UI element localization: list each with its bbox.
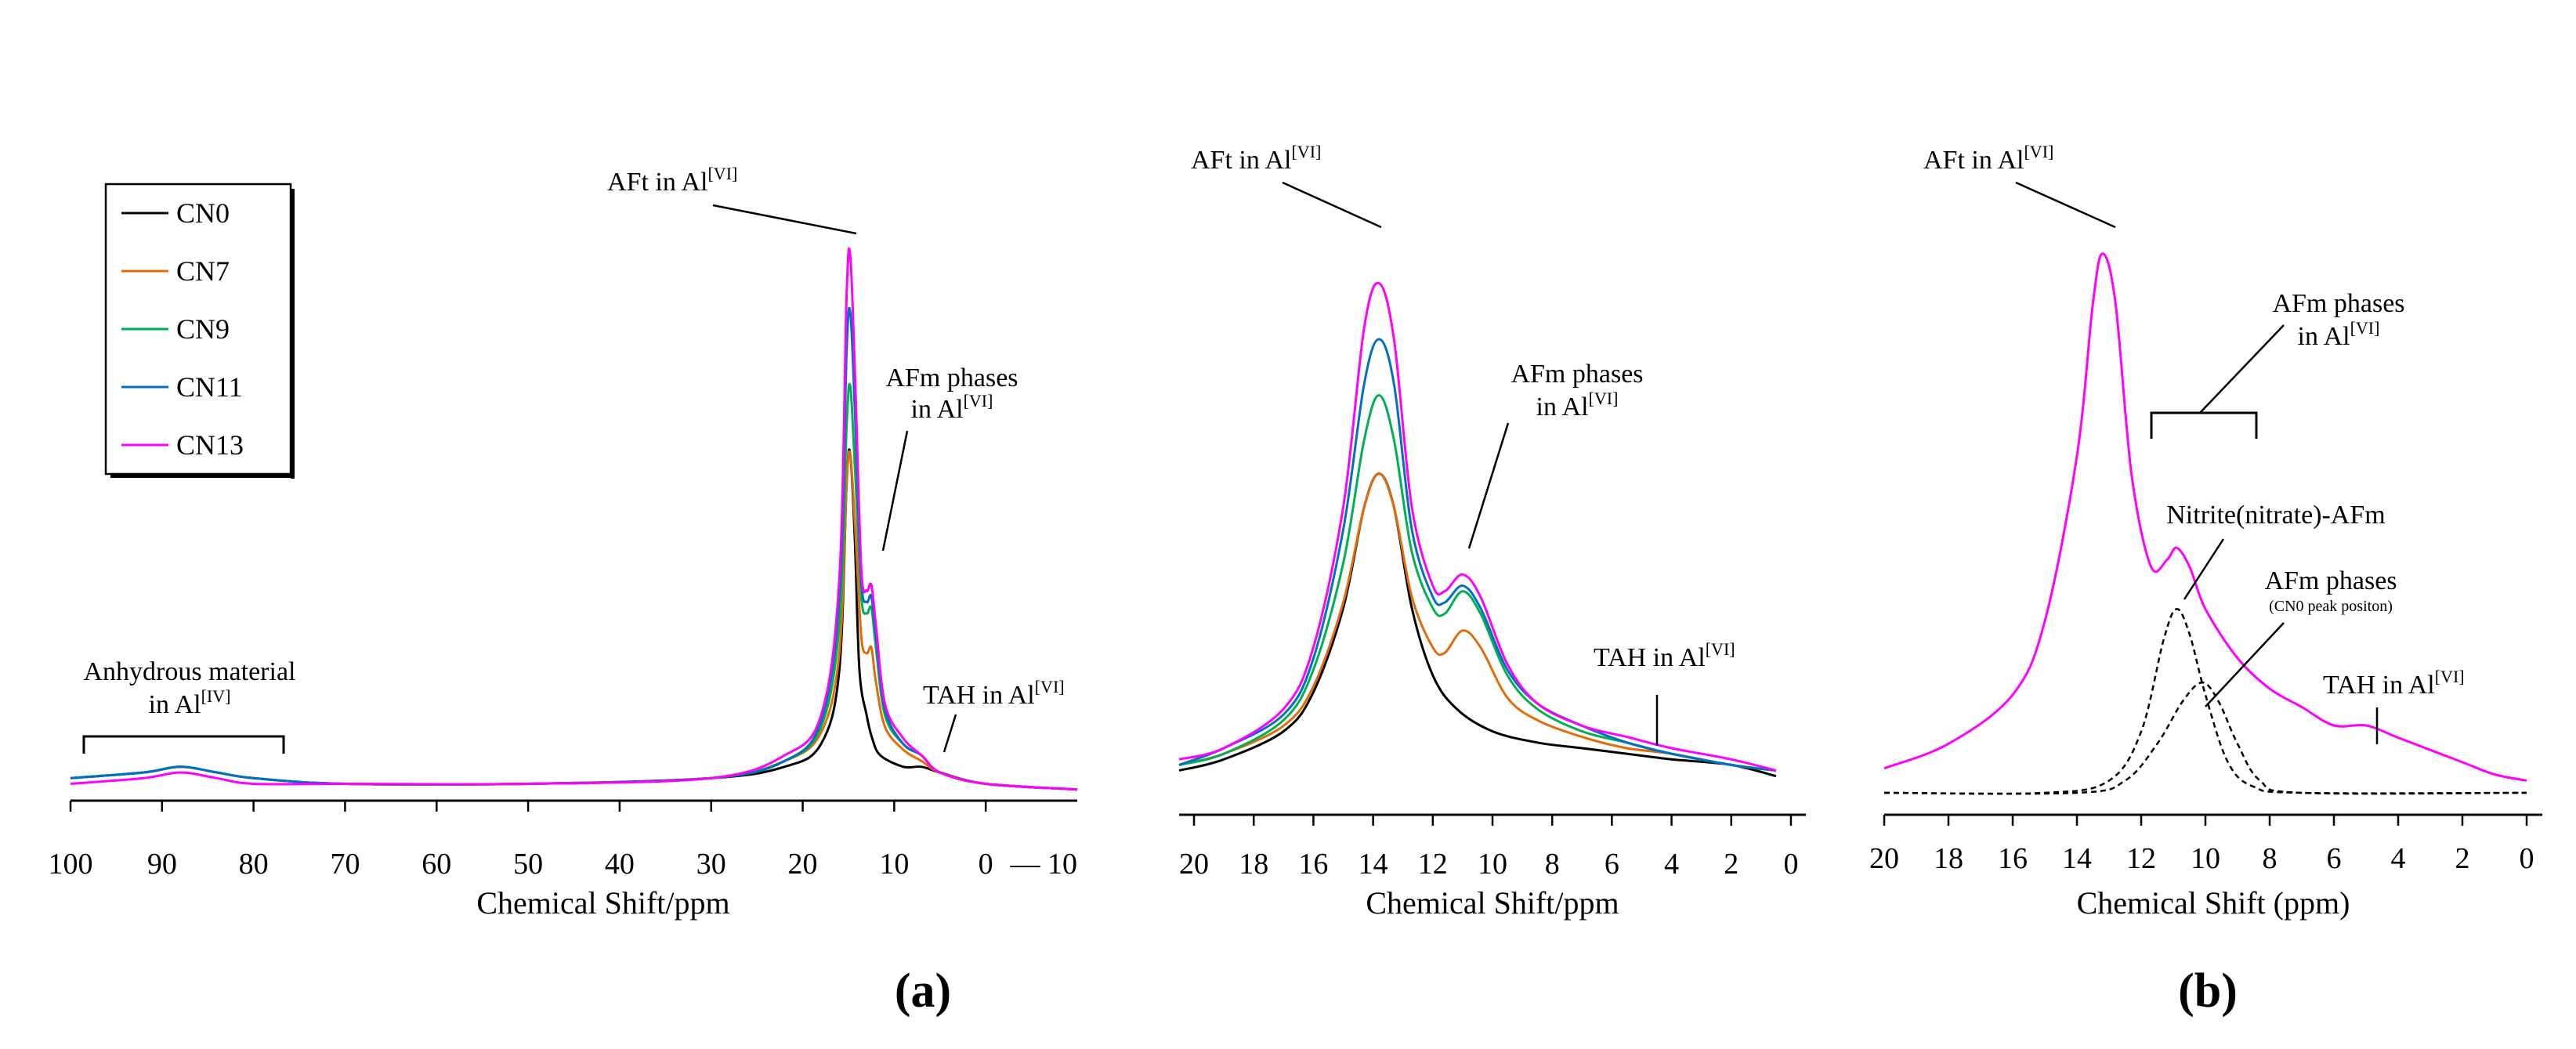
legend-label-cn11: CN11 (176, 371, 243, 403)
legend-shadow-right (291, 189, 295, 479)
x-tick-label-b-9: 2 (2455, 842, 2470, 875)
legend: CN0 CN7 CN9 CN11 CN13 (104, 183, 295, 479)
x-tick-label-a-full-extra: — 10 (1010, 848, 1078, 881)
x-axis-label-a-zoom: Chemical Shift/ppm (1366, 885, 1619, 921)
legend-label-cn9: CN9 (176, 313, 230, 345)
annotation-anhydrous-1: Anhydrous material (84, 657, 296, 686)
leader-aft-a-zoom (1282, 181, 1382, 229)
annotation-afm2-b-1: AFm phases (2264, 566, 2397, 595)
legend-label-cn7: CN7 (176, 255, 230, 287)
series-line-a-zoom-cn7 (1178, 472, 1777, 772)
x-tick-label-a-zoom-10: 0 (1783, 848, 1798, 881)
panel-label-a: (a) (895, 964, 951, 1018)
series-line-b-nitrite-nitrate-afm (1883, 608, 2527, 795)
annotation-nitrite-b: Nitrite(nitrate)-AFm (2166, 501, 2385, 530)
x-tick-label-b-2: 16 (1998, 842, 2028, 875)
annotation-afm2-b-2: (CN0 peak positon) (2269, 598, 2393, 615)
x-tick-label-a-full-5: 50 (513, 848, 543, 881)
ticks-a-zoom: 20 18 16 14 12 10 8 6 4 2 0 (1179, 815, 1798, 881)
annotation-afm-a-zoom-2: in Al[VI] (1536, 389, 1619, 421)
x-axis-label-b: Chemical Shift (ppm) (2077, 885, 2350, 921)
annotation-afm-a-full-2: in Al[VI] (911, 391, 993, 424)
x-tick-label-a-zoom-9: 2 (1724, 848, 1738, 881)
annotation-aft-b: AFt in Al[VI] (1923, 142, 2053, 175)
annotation-afm-b-2: in Al[VI] (2298, 318, 2380, 351)
annotation-afm-b-1: AFm phases (2272, 289, 2404, 318)
legend-shadow-bottom (110, 474, 295, 478)
ticks-b: 20 18 16 14 12 10 8 6 4 2 0 (1869, 815, 2534, 875)
series-line-a-zoom-cn9 (1178, 393, 1777, 772)
x-tick-label-a-zoom-4: 12 (1418, 848, 1448, 881)
x-tick-label-a-zoom-6: 8 (1545, 848, 1560, 881)
x-tick-label-b-5: 10 (2191, 842, 2220, 875)
annotation-aft-a-zoom: AFt in Al[VI] (1191, 142, 1321, 175)
annotation-aft-a-full: AFt in Al[VI] (607, 164, 737, 197)
leader-afm-a-zoom (1467, 422, 1510, 549)
x-tick-label-b-7: 6 (2327, 842, 2342, 875)
x-tick-label-a-full-9: 10 (879, 848, 909, 881)
x-tick-label-a-zoom-2: 16 (1298, 848, 1328, 881)
x-tick-label-a-full-2: 80 (239, 848, 269, 881)
plot-a-zoom: 20 18 16 14 12 10 8 6 4 2 0 Chemical Shift/ppm AFt… (1178, 142, 1806, 921)
series-line-a-full-cn0 (70, 448, 1078, 791)
x-tick-label-b-0: 20 (1869, 842, 1899, 875)
leader-nitrite-b (2183, 538, 2225, 600)
series-layer-b (1883, 252, 2527, 795)
panel-label-b: (b) (2178, 964, 2238, 1018)
x-tick-label-a-full-10: 0 (979, 848, 993, 881)
x-tick-label-a-zoom-5: 10 (1478, 848, 1507, 881)
leader-tah-a-full (942, 714, 957, 753)
annotation-tah-a-full: TAH in Al[VI] (923, 677, 1065, 710)
x-tick-label-a-full-1: 90 (147, 848, 177, 881)
x-tick-label-a-zoom-7: 6 (1605, 848, 1619, 881)
plot-a-full: 100 90 80 70 60 50 40 30 20 10 0— 10 Chemical Shif… (49, 164, 1078, 921)
leader-afm-a-full (881, 430, 909, 552)
x-tick-label-b-10: 0 (2520, 842, 2534, 875)
bracket-afm-b (2150, 411, 2258, 439)
annotation-tah-a-zoom: TAH in Al[VI] (1594, 639, 1735, 672)
x-tick-label-a-full-0: 100 (49, 848, 93, 881)
series-line-b-afm-phases-cn0-peak-positon (1883, 681, 2527, 795)
leader-afm-b (2199, 324, 2285, 414)
series-layer-a-full (70, 247, 1078, 791)
series-line-a-full-cn7 (70, 450, 1078, 791)
ticks-a-full: 100 90 80 70 60 50 40 30 20 10 0— 10 (49, 801, 1078, 881)
series-line-a-zoom-cn11 (1178, 338, 1777, 772)
leader-aft-b (2015, 181, 2116, 229)
series-layer-a-zoom (1178, 281, 1777, 778)
x-tick-label-b-6: 8 (2263, 842, 2278, 875)
x-tick-label-a-zoom-3: 14 (1359, 848, 1388, 881)
x-tick-label-a-full-3: 70 (330, 848, 360, 881)
annotation-afm-a-full-1: AFm phases (885, 364, 1018, 392)
x-tick-label-a-full-4: 60 (421, 848, 451, 881)
x-tick-label-b-3: 14 (2062, 842, 2092, 875)
legend-label-cn0: CN0 (176, 197, 230, 229)
x-tick-label-b-8: 4 (2391, 842, 2406, 875)
x-tick-label-a-zoom-8: 4 (1664, 848, 1679, 881)
leader-aft-a-full (712, 204, 857, 235)
x-tick-label-b-1: 18 (1934, 842, 1963, 875)
x-tick-label-a-full-6: 40 (605, 848, 635, 881)
series-line-a-zoom-cn13 (1178, 281, 1777, 772)
series-line-a-zoom-cn0 (1178, 472, 1777, 778)
x-tick-label-a-full-7: 30 (696, 848, 726, 881)
plot-b: 20 18 16 14 12 10 8 6 4 2 0 Chemical Shift (ppm) A… (1869, 142, 2542, 921)
x-tick-label-a-zoom-0: 20 (1179, 848, 1209, 881)
x-axis-label-a-full: Chemical Shift/ppm (476, 885, 729, 921)
x-tick-label-a-zoom-1: 18 (1239, 848, 1268, 881)
annotation-tah-b: TAH in Al[VI] (2323, 667, 2465, 700)
bracket-anhydrous (82, 735, 285, 754)
series-line-a-full-cn13 (70, 247, 1078, 791)
leader-afm2-b (2205, 622, 2285, 707)
x-tick-label-a-full-8: 20 (788, 848, 818, 881)
annotation-afm-a-zoom-1: AFm phases (1511, 360, 1643, 389)
legend-items: CN0 CN7 CN9 CN11 CN13 (121, 197, 244, 461)
x-tick-label-b-4: 12 (2126, 842, 2156, 875)
series-line-b-cn13 (1883, 252, 2527, 782)
annotation-anhydrous-2: in Al[IV] (149, 686, 231, 719)
legend-label-cn13: CN13 (176, 429, 244, 461)
